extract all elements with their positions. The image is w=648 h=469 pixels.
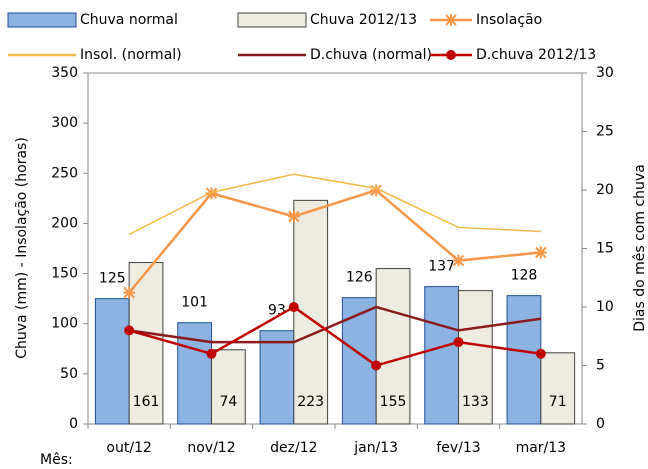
y2-tick-label: 15: [596, 241, 614, 257]
y2-tick-label: 5: [596, 358, 605, 374]
data-label: 101: [181, 295, 208, 311]
legend-label: Chuva 2012/13: [310, 12, 417, 28]
point: [124, 325, 135, 336]
legend-swatch: [7, 12, 77, 28]
y2-tick-label: 30: [596, 65, 614, 81]
legend-swatch: [237, 12, 307, 28]
y2-tick-label: 20: [596, 182, 614, 198]
data-label: 161: [133, 394, 160, 410]
bar: [375, 268, 411, 425]
x-tick-label: dez/12: [270, 440, 317, 456]
y-tick-label: 100: [51, 316, 78, 332]
point: [452, 254, 465, 267]
legend-label: D.chuva (normal): [310, 47, 432, 63]
point: [453, 337, 464, 348]
line: [128, 305, 542, 344]
line: [128, 173, 541, 236]
y2-tick-label: 25: [596, 124, 614, 140]
data-label: 74: [219, 394, 237, 410]
bar: [293, 199, 329, 425]
data-label: 223: [297, 394, 324, 410]
y-tick-label: 300: [51, 115, 78, 131]
bar: [128, 262, 164, 425]
data-label: 71: [549, 394, 567, 410]
data-label: 137: [428, 259, 455, 275]
y2-tick-label: 10: [596, 299, 614, 315]
data-label: 125: [99, 271, 126, 287]
y-tick-label: 200: [51, 215, 78, 231]
bar: [506, 295, 542, 425]
legend-marker: [446, 50, 456, 60]
bar: [211, 349, 246, 425]
legend-label: Insolação: [476, 12, 542, 28]
legend-label: Chuva normal: [80, 12, 178, 28]
bar: [458, 290, 493, 425]
legend-label: Insol. (normal): [80, 47, 182, 63]
point: [206, 348, 217, 359]
point: [288, 302, 299, 312]
point: [534, 246, 547, 259]
data-label: 133: [462, 394, 489, 410]
x-tick-label: nov/12: [187, 440, 235, 456]
line: [128, 305, 542, 367]
x-tick-label: out/12: [106, 440, 151, 456]
data-label: 155: [380, 394, 407, 410]
x-tick-label: mar/13: [516, 440, 567, 456]
bar: [94, 298, 130, 425]
y-tick-label: 50: [60, 366, 78, 382]
y-tick-label: 150: [51, 266, 78, 282]
bar: [540, 352, 576, 425]
x-tick-label: jan/13: [353, 440, 398, 456]
y2-axis-label: Dias do mês com chuva: [632, 164, 648, 332]
data-label: 128: [511, 268, 538, 284]
y-tick-label: 0: [69, 416, 78, 432]
y2-tick-label: 0: [596, 416, 605, 432]
point: [205, 187, 218, 200]
bar: [424, 286, 460, 425]
point: [123, 286, 136, 299]
legend-marker: [445, 14, 457, 26]
y-tick-label: 350: [51, 65, 78, 81]
bar: [259, 330, 295, 425]
point: [535, 348, 546, 359]
legend-label: D.chuva 2012/13: [476, 47, 596, 63]
x-tick-label: fev/13: [436, 440, 480, 456]
data-label: 126: [346, 270, 373, 286]
point: [370, 184, 383, 197]
y-tick-label: 250: [51, 165, 78, 181]
y-axis-label: Chuva (mm) - Insolação (horas): [14, 137, 30, 359]
point: [371, 360, 382, 371]
line: [128, 188, 541, 294]
x-axis-label: Mês:: [40, 452, 73, 468]
point: [287, 210, 300, 223]
